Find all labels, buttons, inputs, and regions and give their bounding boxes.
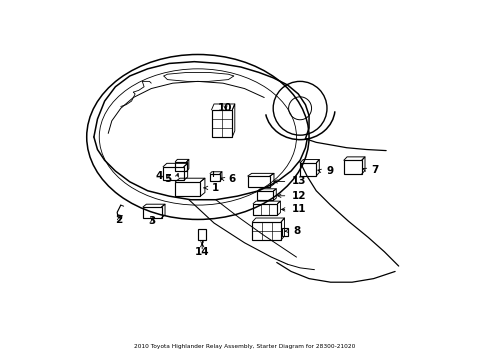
Text: 13: 13	[292, 176, 306, 186]
Bar	[142, 207, 162, 218]
Text: 2: 2	[115, 215, 122, 225]
Text: 3: 3	[148, 216, 156, 226]
Text: 14: 14	[195, 247, 209, 257]
Bar	[210, 174, 220, 181]
Text: 6: 6	[228, 174, 235, 184]
Text: 7: 7	[370, 165, 378, 175]
Text: 5: 5	[164, 174, 171, 184]
Bar	[343, 160, 361, 174]
Text: 4: 4	[155, 171, 162, 181]
Text: 9: 9	[326, 166, 333, 176]
Bar	[300, 163, 316, 176]
Bar	[175, 182, 200, 196]
Text: 8: 8	[292, 226, 300, 236]
Bar	[163, 167, 183, 180]
Bar	[198, 229, 206, 240]
Bar	[247, 176, 269, 187]
Text: 11: 11	[292, 204, 306, 215]
Bar	[257, 191, 273, 201]
Text: 1: 1	[211, 183, 218, 193]
Text: 10: 10	[218, 103, 232, 113]
Bar	[211, 110, 232, 137]
Text: 12: 12	[292, 191, 306, 201]
Bar	[281, 228, 287, 235]
Bar	[175, 162, 186, 171]
Bar	[252, 222, 281, 240]
Text: 2010 Toyota Highlander Relay Assembly, Starter Diagram for 28300-21020: 2010 Toyota Highlander Relay Assembly, S…	[134, 343, 354, 348]
Bar	[253, 204, 277, 215]
